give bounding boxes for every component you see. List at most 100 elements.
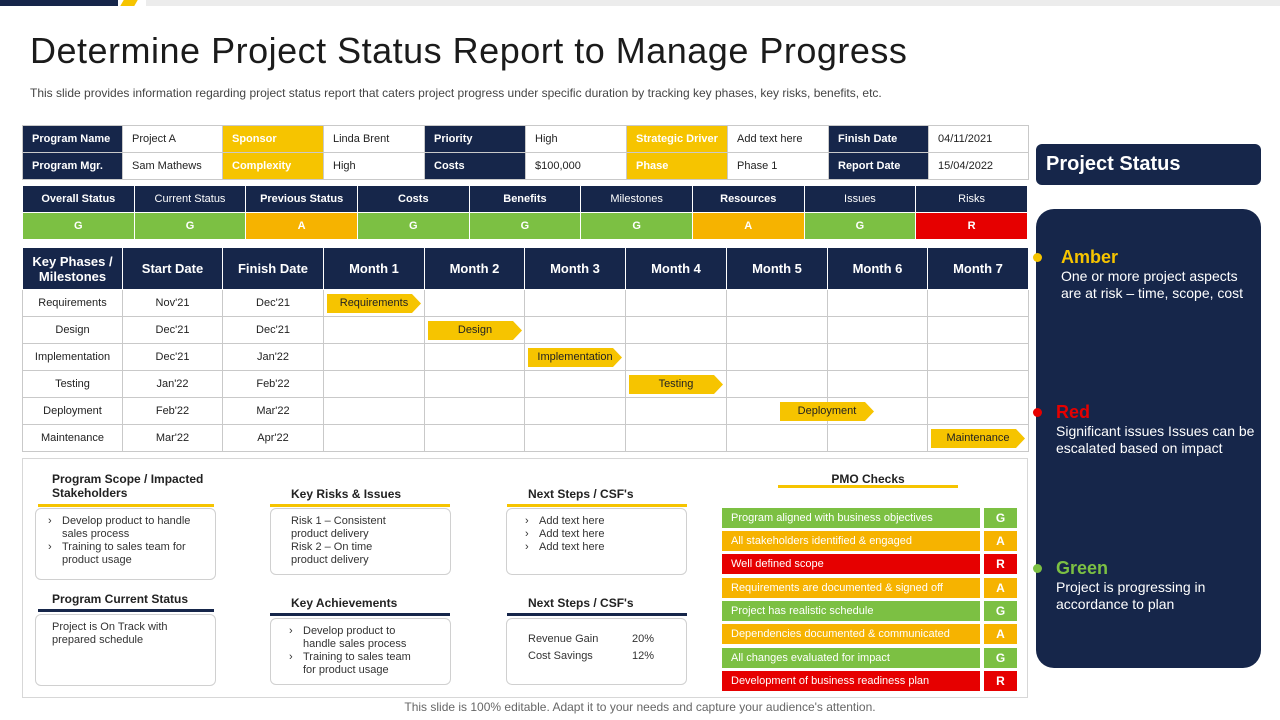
pmo-check: Dependencies documented & communicated (722, 624, 980, 644)
sponsor-value: Linda Brent (323, 125, 425, 153)
phase-name: Design (22, 316, 123, 344)
scope-item: Develop product to handle sales process (46, 515, 205, 541)
program-info-table: Program Name Project A Sponsor Linda Bre… (22, 125, 1029, 180)
achievements-title: Key Achievements (291, 596, 398, 610)
kpi-row: Revenue Gain 20% (528, 631, 686, 648)
next-steps2-title: Next Steps / CSF's (528, 596, 634, 610)
legend-green: Green Project is progressing in accordan… (1056, 558, 1251, 613)
legend-name: Amber (1061, 247, 1119, 267)
gantt-row: Deployment Feb'22 Mar'22 Deployment (22, 397, 1029, 425)
achievements-underline (270, 613, 450, 616)
next-step-item: Add text here (523, 541, 676, 554)
priority-value: High (525, 125, 627, 153)
gantt-row: Design Dec'21 Dec'21 Design (22, 316, 1029, 344)
status-header: Previous Status (245, 185, 358, 213)
status-header: Resources (691, 185, 805, 213)
gantt-row: Implementation Dec'21 Jan'22 Implementat… (22, 343, 1029, 371)
gantt-row: Maintenance Mar'22 Apr'22 Maintenance (22, 424, 1029, 452)
gantt-bar: Requirements (327, 294, 421, 313)
kpi-label: Cost Savings (528, 650, 593, 662)
gantt-bar: Testing (629, 375, 723, 394)
program-name-label: Program Name (22, 125, 123, 153)
current-status-text: Project is On Track with prepared schedu… (52, 621, 168, 646)
gantt-header: Month 5 (726, 247, 828, 290)
status-header: Costs (356, 185, 470, 213)
details-panel (22, 458, 1028, 698)
phase-name: Maintenance (22, 424, 123, 452)
gantt-bar: Deployment (780, 402, 874, 421)
next-steps2-underline (507, 613, 687, 616)
phase-start: Jan'22 (122, 370, 223, 398)
legend-red: Red Significant issues Issues can be esc… (1056, 402, 1260, 457)
pmo-status-badge: G (984, 601, 1017, 621)
kpi-row: Cost Savings 12% (528, 648, 686, 665)
pmo-check: All stakeholders identified & engaged (722, 531, 980, 551)
phase-finish: Jan'22 (222, 343, 324, 371)
status-header: Benefits (468, 185, 582, 213)
phase-label: Phase (626, 152, 728, 180)
red-dot-icon (1033, 408, 1042, 417)
kpi-value: 12% (632, 650, 655, 662)
strategic-driver-label: Strategic Driver (626, 125, 728, 153)
program-mgr-label: Program Mgr. (22, 152, 123, 180)
gantt-bar: Design (428, 321, 522, 340)
project-status-panel (1036, 209, 1261, 668)
risks-box: Risk 1 – Consistent product delivery Ris… (270, 508, 451, 575)
next-steps-title: Next Steps / CSF's (528, 487, 634, 501)
costs-value: $100,000 (525, 152, 627, 180)
next-step-item: Add text here (523, 515, 676, 528)
amber-dot-icon (1033, 253, 1042, 262)
scope-item: Training to sales team for product usage (46, 541, 205, 567)
status-value: G (580, 212, 693, 240)
report-date-value: 15/04/2022 (928, 152, 1029, 180)
top-accent-bar (0, 0, 1280, 6)
report-date-label: Report Date (828, 152, 929, 180)
pmo-status-badge: G (984, 508, 1017, 528)
phase-finish: Feb'22 (222, 370, 324, 398)
achievement-item: Develop product to handle sales process (287, 625, 417, 651)
status-header: Risks (915, 185, 1028, 213)
program-mgr-value: Sam Mathews (122, 152, 223, 180)
legend-name: Green (1056, 558, 1109, 578)
gantt-header: Month 3 (524, 247, 626, 290)
gantt-header: Month 2 (424, 247, 525, 290)
status-header: Current Status (133, 185, 247, 213)
costs-label: Costs (424, 152, 526, 180)
phase-finish: Dec'21 (222, 289, 324, 317)
pmo-check: Well defined scope (722, 554, 980, 574)
achievement-item: Training to sales team for product usage (287, 651, 417, 677)
pmo-underline (778, 485, 958, 488)
pmo-check: Development of business readiness plan (722, 671, 980, 691)
status-header: Issues (803, 185, 917, 213)
gantt-header: Month 1 (323, 247, 425, 290)
phase-start: Dec'21 (122, 343, 223, 371)
next-steps-underline (507, 504, 687, 507)
pmo-check: Program aligned with business objectives (722, 508, 980, 528)
phase-name: Deployment (22, 397, 123, 425)
page-subtitle: This slide provides information regardin… (30, 86, 882, 100)
pmo-check: All changes evaluated for impact (722, 648, 980, 668)
kpi-label: Revenue Gain (528, 633, 599, 645)
current-status-title: Program Current Status (52, 592, 189, 606)
gantt-table: Key Phases / Milestones Start Date Finis… (22, 247, 1029, 452)
pmo-status-badge: R (984, 671, 1017, 691)
scope-title: Program Scope / Impacted Stakeholders (52, 472, 204, 500)
phase-start: Mar'22 (122, 424, 223, 452)
status-header: Milestones (580, 185, 693, 213)
gantt-header: Month 6 (827, 247, 928, 290)
legend-desc: One or more project aspects are at risk … (1061, 268, 1244, 301)
scope-underline (38, 504, 214, 507)
status-value: G (803, 212, 917, 240)
pmo-check: Requirements are documented & signed off (722, 578, 980, 598)
sponsor-label: Sponsor (222, 125, 324, 153)
legend-desc: Project is progressing in accordance to … (1056, 579, 1206, 612)
current-status-box: Project is On Track with prepared schedu… (35, 614, 216, 686)
strategic-driver-value: Add text here (727, 125, 829, 153)
legend-name: Red (1056, 402, 1091, 422)
gantt-bar: Maintenance (931, 429, 1025, 448)
program-name-value: Project A (122, 125, 223, 153)
phase-finish: Apr'22 (222, 424, 324, 452)
pmo-status-badge: G (984, 648, 1017, 668)
pmo-title: PMO Checks (831, 472, 905, 486)
gantt-header: Finish Date (222, 247, 324, 290)
